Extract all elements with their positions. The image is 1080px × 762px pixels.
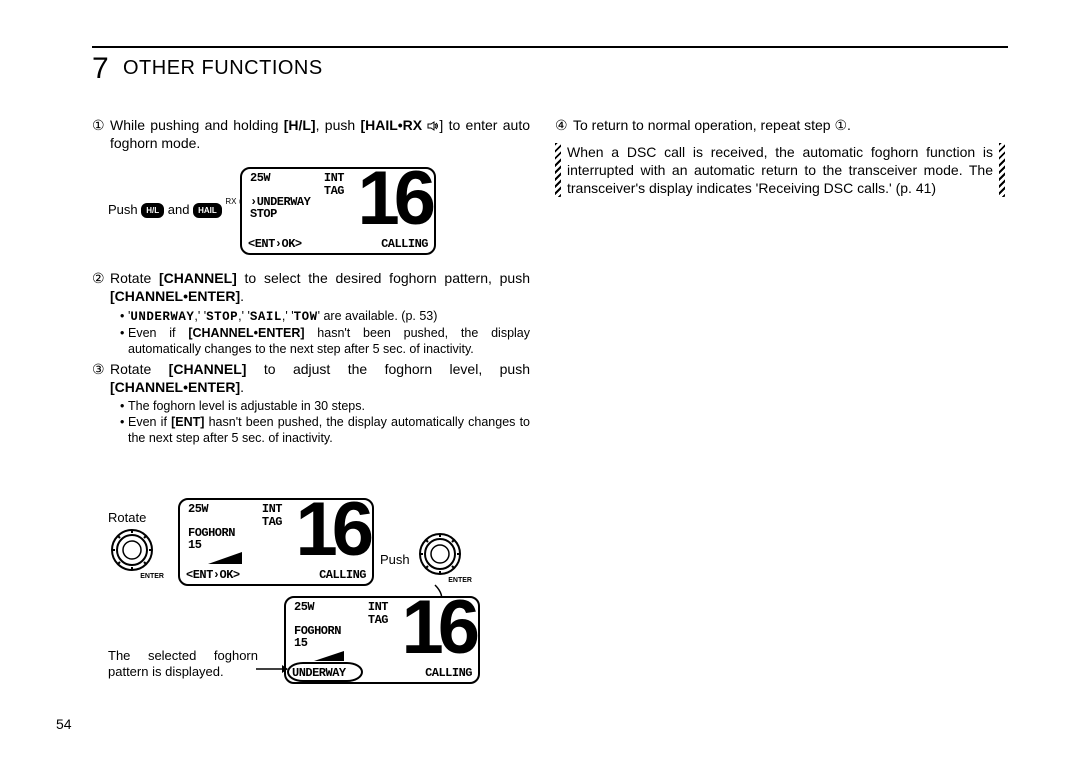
channel-number: 16 (357, 161, 430, 237)
step-2-body: Rotate [CHANNEL] to select the desired f… (110, 270, 530, 306)
t: Even if (128, 415, 171, 429)
band: INT (368, 600, 388, 614)
step-3-marker: ③ (92, 361, 110, 397)
speaker-icon (427, 121, 439, 131)
t: Push (108, 202, 138, 217)
step-3: ③ Rotate [CHANNEL] to adjust the foghorn… (92, 361, 530, 397)
right-column: ④ To return to normal operation, repeat … (555, 117, 1005, 197)
volume-ramp-icon (314, 651, 344, 661)
pwr: 25W (250, 171, 270, 185)
c: ,' ' (194, 309, 206, 323)
l2: 15 (188, 539, 235, 551)
opt: SAIL (250, 310, 282, 324)
dsc-note: When a DSC call is received, the automat… (555, 143, 1005, 198)
lcd-screen-1: 25WINT TAG ›UNDERWAY STOP <ENT›OK>CALLIN… (240, 167, 436, 255)
t: ' are available. (p. 53) (318, 309, 438, 323)
opt: TOW (294, 310, 318, 324)
l2: STOP (250, 208, 310, 220)
step-3-body: Rotate [CHANNEL] to adjust the foghorn l… (110, 361, 530, 397)
t: , push (316, 117, 361, 133)
step-2: ② Rotate [CHANNEL] to select the desired… (92, 270, 530, 306)
hail-button-icon: HAIL (193, 203, 222, 218)
step-2-sub: • 'UNDERWAY,' 'STOP,' 'SAIL,' 'TOW' are … (120, 308, 530, 357)
knob-icon-push: ENTER (418, 532, 462, 576)
step-3-sub: •The foghorn level is adjustable in 30 s… (120, 398, 530, 446)
rotate-label: Rotate (108, 510, 146, 525)
tag: TAG (262, 515, 282, 529)
c: ,' ' (238, 309, 250, 323)
step-4: ④ To return to normal operation, repeat … (555, 117, 1005, 135)
pwr: 25W (188, 502, 208, 516)
b: [HAIL•RX (360, 117, 422, 133)
channel-number: 16 (295, 492, 368, 568)
oval-callout-icon (287, 662, 363, 682)
push-label-1: Push H/L and HAIL RX (108, 202, 247, 218)
tag: TAG (368, 613, 388, 627)
band: INT (262, 502, 282, 516)
b: [H/L] (284, 117, 316, 133)
t: and (168, 202, 193, 217)
b: [CHANNEL•ENTER] (110, 288, 240, 304)
knob-icon-rotate: ENTER (110, 528, 154, 572)
c: ,' ' (282, 309, 294, 323)
chapter-number: 7 (92, 52, 109, 86)
t: Rotate (110, 361, 169, 377)
l2: 15 (294, 637, 341, 649)
channel-number: 16 (401, 590, 474, 666)
step-1-body: While pushing and holding [H/L], push [H… (110, 117, 530, 153)
step-4-body: To return to normal operation, repeat st… (573, 117, 1005, 135)
header-rule (92, 46, 1008, 48)
b: [ENT] (171, 415, 204, 429)
opt: UNDERWAY (130, 310, 194, 324)
b: [CHANNEL•ENTER] (110, 379, 240, 395)
pattern-caption: The selected foghorn pattern is displaye… (108, 648, 258, 681)
chapter-title: OTHER FUNCTIONS (123, 57, 323, 80)
step-1: ① While pushing and holding [H/L], push … (92, 117, 530, 153)
t: Even if (128, 326, 188, 340)
t: Rotate (110, 270, 159, 286)
page-number: 54 (56, 716, 72, 732)
tag: TAG (324, 184, 344, 198)
t: . (240, 379, 244, 395)
t: . (240, 288, 244, 304)
push-label-2: Push (380, 552, 410, 567)
ent: <ENT›OK> (248, 237, 302, 251)
ent: <ENT›OK> (186, 568, 240, 582)
t: to select the desired foghorn pattern, p… (237, 270, 530, 286)
caption-arrow-icon (256, 663, 288, 675)
b: [CHANNEL] (159, 270, 237, 286)
band: INT (324, 171, 344, 185)
b: [CHANNEL•ENTER] (188, 326, 304, 340)
t: The foghorn level is adjustable in 30 st… (128, 398, 530, 414)
hl-button-icon: H/L (141, 203, 164, 218)
opt: STOP (206, 310, 238, 324)
volume-ramp-icon (208, 552, 242, 564)
step-4-marker: ④ (555, 117, 573, 135)
t: While pushing and holding (110, 117, 284, 133)
b: [CHANNEL] (169, 361, 247, 377)
t: to adjust the foghorn level, push (246, 361, 530, 377)
pwr: 25W (294, 600, 314, 614)
step-1-marker: ① (92, 117, 110, 153)
lcd-screen-2: 25WINT TAG FOGHORN 15 <ENT›OK>CALLING 16 (178, 498, 374, 586)
step-2-marker: ② (92, 270, 110, 306)
note-text: When a DSC call is received, the automat… (567, 144, 993, 196)
